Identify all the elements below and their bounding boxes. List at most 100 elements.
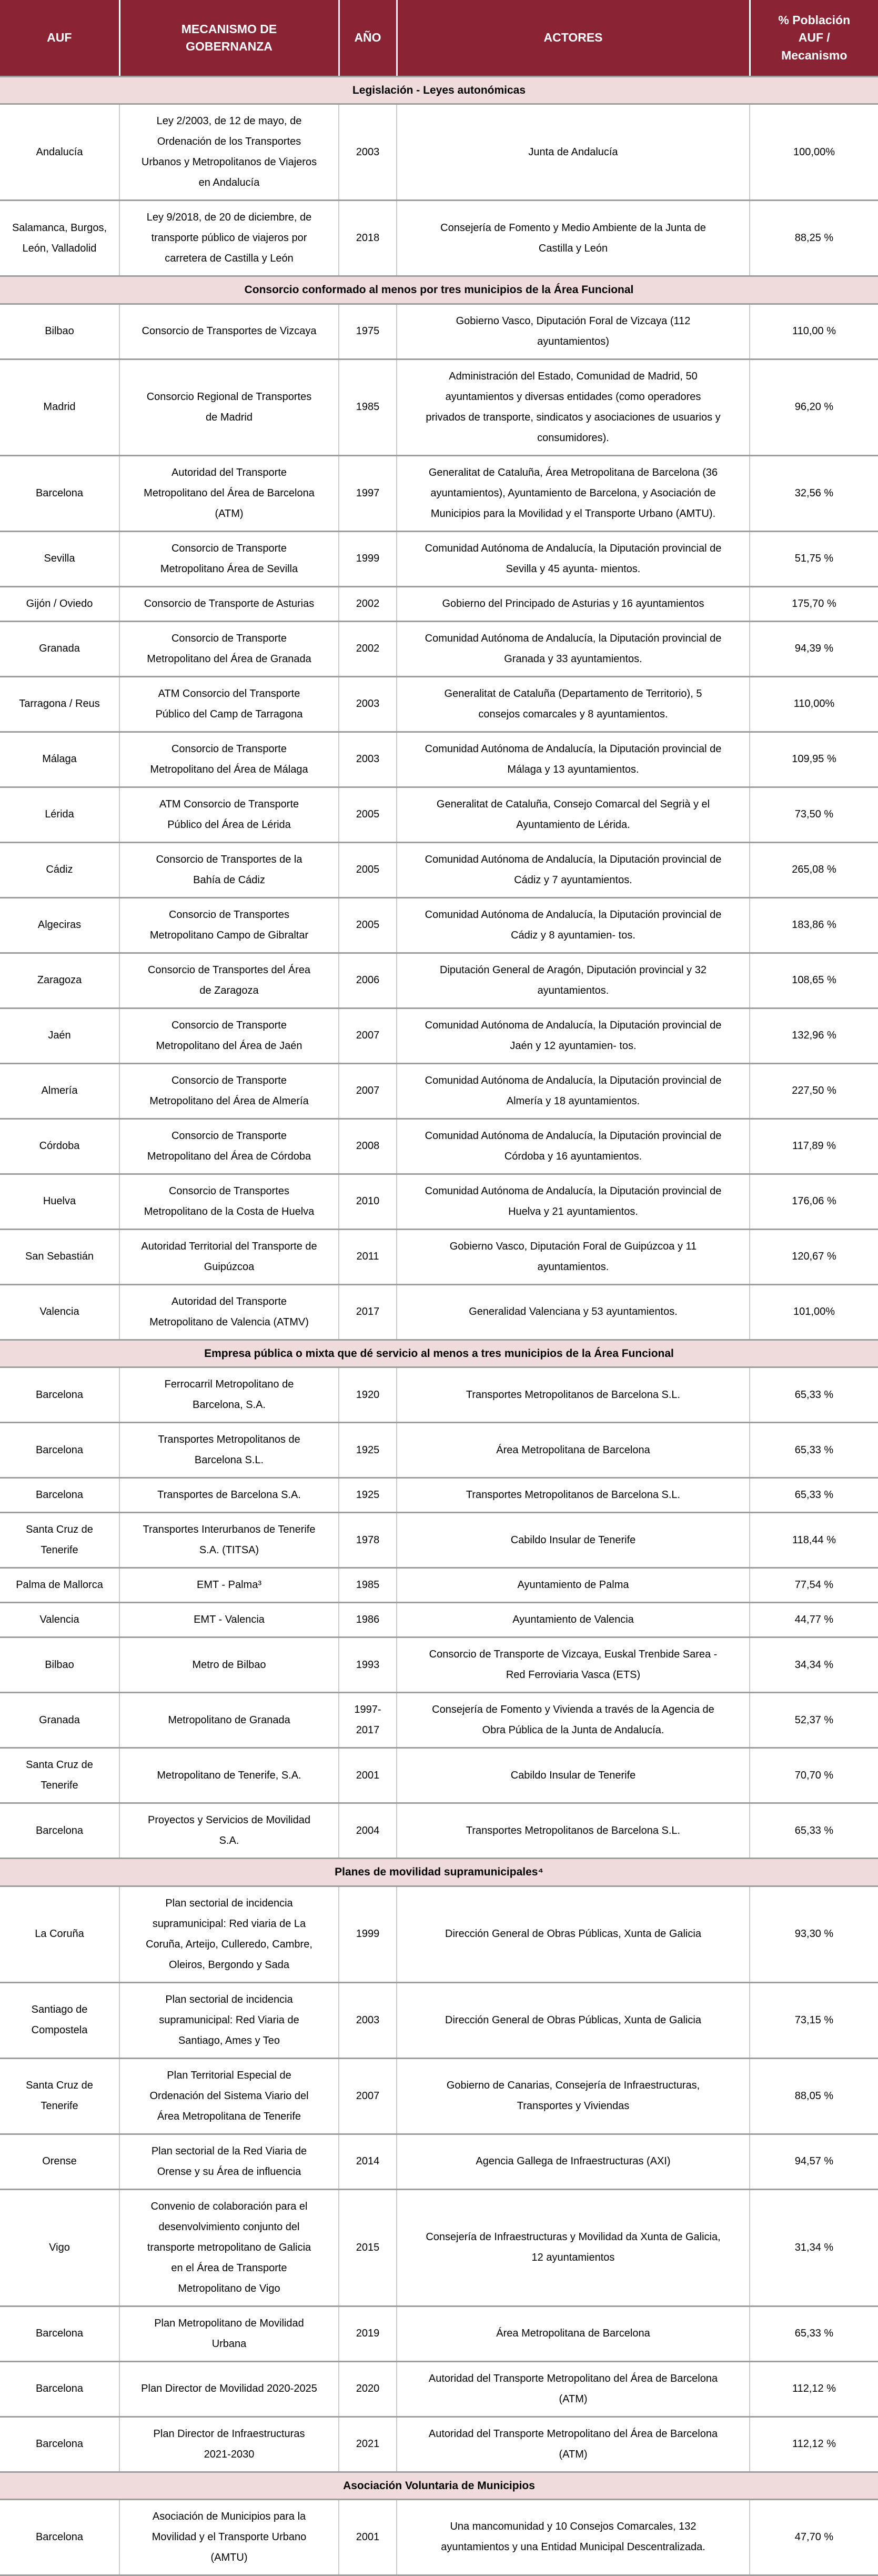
cell-pct: 175,70 % [749, 585, 878, 622]
cell-ano: 2003 [338, 103, 397, 202]
table-row: Barcelona Transportes Metropolitanos de B… [0, 1422, 878, 1479]
table-row: Barcelona Ferrocarril Metropolitano de Ba… [0, 1366, 878, 1424]
cell-mecanismo: Transportes Interurbanos de Tenerife S.A… [119, 1512, 339, 1569]
cell-mecanismo: Plan Territorial Especial de Ordenación … [119, 2057, 339, 2135]
section-header-row: Legislación - Leyes autonómicas [0, 76, 878, 105]
cell-ano: 2014 [338, 2133, 397, 2190]
cell-mecanismo: Convenio de colaboración para el desenvo… [119, 2188, 339, 2307]
cell-pct: 176,06 % [749, 1173, 878, 1230]
cell-auf: Zaragoza [0, 952, 119, 1009]
cell-auf: La Coruña [0, 1885, 119, 1983]
cell-mecanismo: Consorcio de Transportes Metropolitano C… [119, 896, 339, 954]
cell-pct: 108,65 % [749, 952, 878, 1009]
cell-pct: 77,54 % [749, 1567, 878, 1604]
cell-ano: 2005 [338, 841, 397, 898]
cell-ano: 2007 [338, 2057, 397, 2135]
cell-actores: Consorcio de Transporte de Vizcaya, Eusk… [396, 1636, 750, 1694]
cell-mecanismo: Consorcio de Transporte Metropolitano de… [119, 1117, 339, 1175]
cell-auf: Barcelona [0, 1802, 119, 1860]
cell-pct: 265,08 % [749, 841, 878, 898]
cell-pct: 100,00% [749, 103, 878, 202]
cell-mecanismo: Proyectos y Servicios de Movilidad S.A. [119, 1802, 339, 1860]
section-title: Legislación - Leyes autonómicas [0, 76, 878, 105]
cell-pct: 96,20 % [749, 358, 878, 456]
cell-ano: 1985 [338, 1567, 397, 1604]
cell-ano: 2007 [338, 1007, 397, 1064]
cell-ano: 2017 [338, 1283, 397, 1341]
cell-auf: Algeciras [0, 896, 119, 954]
cell-actores: Ayuntamiento de Palma [396, 1567, 750, 1604]
cell-actores: Comunidad Autónoma de Andalucía, la Dipu… [396, 1007, 750, 1064]
table-row: Barcelona Transportes de Barcelona S.A. 19… [0, 1477, 878, 1514]
cell-pct: 112,12 % [749, 2415, 878, 2473]
table-row: Santa Cruz de Tenerife Plan Territorial E… [0, 2057, 878, 2135]
cell-actores: Gobierno Vasco, Diputación Foral de Guip… [396, 1228, 750, 1285]
cell-ano: 1920 [338, 1366, 397, 1424]
cell-pct: 65,33 % [749, 2305, 878, 2362]
cell-auf: Bilbao [0, 1636, 119, 1694]
cell-auf: Barcelona [0, 2305, 119, 2362]
table-row: Barcelona Autoridad del Transporte Metrop… [0, 454, 878, 532]
cell-ano: 2021 [338, 2415, 397, 2473]
cell-auf: Huelva [0, 1173, 119, 1230]
cell-mecanismo: Consorcio de Transporte Metropolitano de… [119, 731, 339, 788]
section-header-row: Empresa pública o mixta que dé servicio … [0, 1339, 878, 1369]
cell-ano: 2015 [338, 2188, 397, 2307]
cell-mecanismo: Consorcio de Transportes de la Bahía de … [119, 841, 339, 898]
cell-ano: 2001 [338, 2498, 397, 2576]
cell-actores: Cabildo Insular de Tenerife [396, 1747, 750, 1804]
cell-actores: Ayuntamiento de Valencia [396, 1602, 750, 1639]
cell-actores: Comunidad Autónoma de Andalucía, la Dipu… [396, 530, 750, 587]
table-header: AUF MECANISMO DE GOBERNANZA AÑO ACTORES … [0, 0, 878, 78]
cell-pct: 52,37 % [749, 1692, 878, 1749]
cell-auf: Barcelona [0, 1477, 119, 1514]
cell-pct: 65,33 % [749, 1477, 878, 1514]
cell-actores: Área Metropolitana de Barcelona [396, 1422, 750, 1479]
cell-mecanismo: Ferrocarril Metropolitano de Barcelona, … [119, 1366, 339, 1424]
cell-actores: Generalitat de Cataluña, Área Metropolit… [396, 454, 750, 532]
cell-pct: 65,33 % [749, 1366, 878, 1424]
table-row: Palma de Mallorca EMT - Palma³ 1985 Ayuntam… [0, 1567, 878, 1604]
cell-mecanismo: Metropolitano de Tenerife, S.A. [119, 1747, 339, 1804]
table-row: Sevilla Consorcio de Transporte Metropoli… [0, 530, 878, 587]
cell-actores: Generalitat de Cataluña (Departamento de… [396, 675, 750, 733]
cell-actores: Comunidad Autónoma de Andalucía, la Dipu… [396, 1173, 750, 1230]
table-row: San Sebastián Autoridad Territorial del T… [0, 1228, 878, 1285]
cell-auf: Palma de Mallorca [0, 1567, 119, 1604]
cell-ano: 2002 [338, 585, 397, 622]
cell-auf: Orense [0, 2133, 119, 2190]
cell-mecanismo: Transportes Metropolitanos de Barcelona … [119, 1422, 339, 1479]
cell-ano: 2007 [338, 1062, 397, 1120]
cell-ano: 2010 [338, 1173, 397, 1230]
cell-pct: 34,34 % [749, 1636, 878, 1694]
cell-mecanismo: Consorcio de Transportes del Área de Zar… [119, 952, 339, 1009]
cell-mecanismo: Plan Director de Infraestructuras 2021-2… [119, 2415, 339, 2473]
table-row: Zaragoza Consorcio de Transportes del Áre… [0, 952, 878, 1009]
column-header-mecanismo: MECANISMO DE GOBERNANZA [118, 0, 339, 78]
section-header-row: Consorcio conformado al menos por tres m… [0, 275, 878, 305]
cell-mecanismo: Plan Director de Movilidad 2020-2025 [119, 2360, 339, 2418]
cell-auf: Barcelona [0, 1422, 119, 1479]
table-row: Granada Metropolitano de Granada 1997-2017… [0, 1692, 878, 1749]
table-row: Valencia Autoridad del Transporte Metropo… [0, 1283, 878, 1341]
cell-ano: 1993 [338, 1636, 397, 1694]
cell-actores: Comunidad Autónoma de Andalucía, la Dipu… [396, 896, 750, 954]
cell-mecanismo: Consorcio de Transporte de Asturias [119, 585, 339, 622]
cell-ano: 2003 [338, 675, 397, 733]
cell-actores: Consejería de Fomento y Medio Ambiente d… [396, 199, 750, 277]
cell-ano: 1997-2017 [338, 1692, 397, 1749]
section-header-row: Asociación Voluntaria de Municipios [0, 2471, 878, 2500]
cell-mecanismo: ATM Consorcio del Transporte Público del… [119, 675, 339, 733]
cell-pct: 93,30 % [749, 1885, 878, 1983]
cell-mecanismo: EMT - Valencia [119, 1602, 339, 1639]
cell-auf: Málaga [0, 731, 119, 788]
cell-ano: 1999 [338, 530, 397, 587]
table-row: Algeciras Consorcio de Transportes Metrop… [0, 896, 878, 954]
cell-pct: 110,00% [749, 675, 878, 733]
cell-ano: 1975 [338, 303, 397, 360]
cell-actores: Agencia Gallega de Infraestructuras (AXI… [396, 2133, 750, 2190]
cell-ano: 2018 [338, 199, 397, 277]
section-title: Empresa pública o mixta que dé servicio … [0, 1339, 878, 1369]
cell-pct: 112,12 % [749, 2360, 878, 2418]
cell-auf: Salamanca, Burgos, León, Valladolid [0, 199, 119, 277]
